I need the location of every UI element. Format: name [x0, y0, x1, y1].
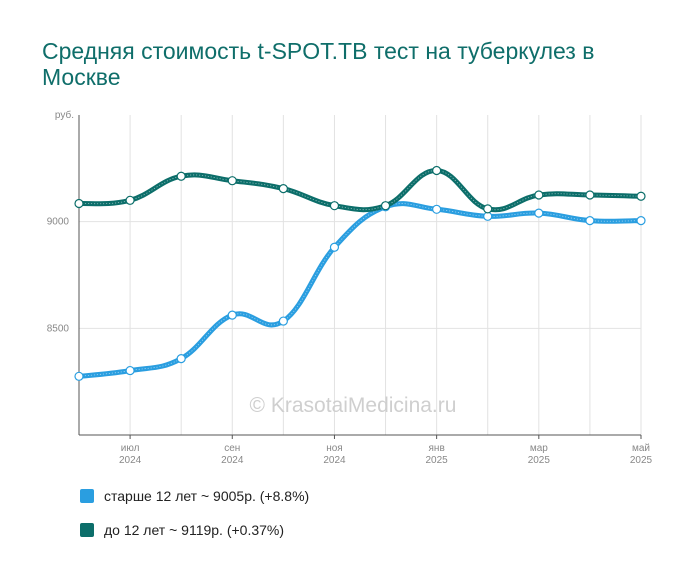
data-point-younger	[380, 201, 391, 211]
x-tick-label-year: 2025	[426, 455, 449, 466]
series-line-younger	[76, 167, 644, 213]
data-points	[74, 165, 646, 381]
series-line-older	[76, 201, 644, 379]
x-tick-label-year: 2025	[528, 455, 551, 466]
data-point-older	[585, 216, 595, 226]
data-point-younger	[483, 204, 493, 214]
x-tick-label-year: 2024	[221, 455, 244, 466]
data-point-younger	[176, 171, 186, 181]
data-point-older	[176, 354, 186, 364]
legend-swatch-younger	[80, 523, 94, 537]
data-point-older	[74, 371, 84, 381]
data-point-younger	[278, 184, 288, 194]
data-point-younger	[227, 176, 237, 186]
data-point-younger	[125, 195, 135, 205]
data-point-older	[125, 365, 135, 376]
x-tick-label-month: янв	[429, 443, 445, 454]
data-point-younger	[636, 191, 646, 201]
legend-swatch-older	[80, 489, 94, 503]
series-line-texture-older	[78, 203, 642, 377]
data-point-older	[534, 208, 544, 218]
legend-label-younger: до 12 лет ~ 9119р. (+0.37%)	[104, 522, 285, 538]
series-lines	[76, 167, 644, 379]
x-tick-label-year: 2024	[119, 455, 142, 466]
data-point-older	[483, 211, 493, 221]
data-point-older	[432, 204, 442, 214]
y-tick-label: 8500	[47, 323, 70, 334]
data-point-younger	[329, 201, 340, 211]
legend-item-younger: до 12 лет ~ 9119р. (+0.37%)	[80, 520, 600, 540]
x-tick-label-month: июл	[121, 443, 140, 454]
axes: 90008500руб.июл2024сен2024ноя2024янв2025…	[47, 109, 653, 466]
legend-item-older: старше 12 лет ~ 9005р. (+8.8%)	[80, 486, 600, 506]
x-tick-label-month: сен	[224, 443, 240, 454]
data-point-younger	[534, 190, 544, 200]
data-point-younger	[74, 198, 84, 209]
chart-title: Средняя стоимость t-SPOT.TB тест на тубе…	[42, 38, 595, 90]
data-point-older	[636, 216, 646, 226]
series-line-texture-younger	[78, 170, 642, 211]
y-tick-label: 9000	[47, 217, 70, 228]
x-tick-label-year: 2025	[630, 455, 653, 466]
x-tick-label-month: мар	[530, 443, 548, 454]
data-point-younger	[432, 165, 442, 176]
legend-label-older: старше 12 лет ~ 9005р. (+8.8%)	[104, 488, 310, 504]
data-point-younger	[585, 190, 595, 200]
x-tick-label-year: 2024	[323, 455, 346, 466]
x-tick-label-month: май	[632, 443, 650, 454]
data-point-older	[278, 316, 288, 326]
watermark-text: © KrasotaiMedicina.ru	[250, 394, 457, 417]
data-point-older	[329, 242, 340, 252]
y-axis-label: руб.	[55, 109, 74, 121]
x-tick-label-month: ноя	[326, 443, 343, 454]
grid-lines	[79, 115, 642, 435]
data-point-older	[227, 310, 237, 320]
